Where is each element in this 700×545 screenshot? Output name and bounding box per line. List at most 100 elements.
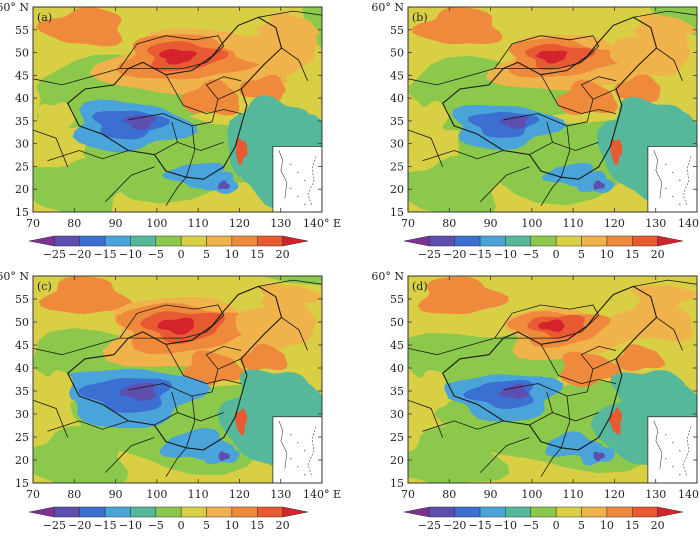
colorbar-segment [155,235,182,247]
colorbar-tick-label: −25 [418,519,441,532]
lon-tick-label: 90 [109,488,123,501]
lon-tick-label: 140° E [303,217,341,230]
province-border [540,74,582,114]
province-border [580,345,617,370]
lat-tick-label: 55 [15,24,29,37]
colorbar-tick-label: −10 [494,248,517,261]
colorbar-tick-label: −25 [418,248,441,261]
colorbar-segment [505,506,532,518]
province-border [540,344,582,384]
colorbar-segment [606,506,633,518]
colorbar-tick-label: 15 [250,519,264,532]
lon-tick-label: 100 [521,488,542,501]
lon-tick-label: 70 [26,488,40,501]
contour-region [409,369,449,408]
contour-region [610,139,623,166]
colorbar-segment [257,506,283,518]
colorbar-tick-label: −10 [119,519,142,532]
colorbar-segment [429,506,455,518]
province-border [165,176,187,207]
colorbar-tick-label: 10 [600,248,614,261]
lat-tick-label: 60° N [0,270,29,283]
colorbar-segment [581,235,608,247]
south-china-sea-inset [272,145,323,213]
contour-region [631,285,697,311]
contour-region [33,425,129,483]
colorbar-segment [632,235,658,247]
contour-region [593,180,605,190]
province-border [540,447,562,478]
colorbar-segment [104,235,131,247]
lat-tick-label: 40 [15,92,29,105]
lon-tick-label: 140° E [303,488,341,501]
province-border [503,113,588,127]
colorbar-tick-label: −15 [93,248,116,261]
lat-tick-label: 60° N [0,1,29,14]
province-border [105,437,155,473]
map-frame [32,275,323,484]
contour-region [538,319,565,332]
province-border [165,344,207,384]
contour-region [37,102,75,142]
province-border [408,399,444,438]
colorbar-tick-label: 20 [276,248,290,261]
lat-tick-label: 35 [15,385,29,398]
province-border [546,121,553,143]
contour-region [408,155,501,212]
colorbar-segment [54,235,80,247]
country-border [493,35,600,69]
contour-region [235,137,248,166]
colorbar-segment [206,235,233,247]
colorbar-segment [530,506,557,518]
lon-tick-label: 80 [442,217,456,230]
lat-tick-label: 50 [390,316,404,329]
contour-region [536,50,568,64]
colorbar-tick-label: 0 [553,248,560,261]
colorbar-segment [454,506,481,518]
colorbar-segment [429,235,455,247]
colorbar-segment [282,506,309,518]
province-border [281,47,308,81]
province-border [503,383,588,397]
boundaries [408,10,697,207]
colorbar-segment [104,506,131,518]
contour-region [410,100,450,141]
colorbar-segment [657,235,684,247]
panel-label: (d) [412,280,428,293]
province-border [154,141,224,155]
colorbar-segment [479,506,506,518]
colorbar-segment [180,506,207,518]
contour-region [614,344,665,372]
lon-tick-label: 110 [188,488,209,501]
colorbar-segment [505,235,532,247]
province-border [560,396,571,448]
province-border [165,447,187,478]
south-china-sea-inset [272,416,323,484]
anomaly-field [33,7,322,212]
lon-tick-label: 90 [484,217,498,230]
colorbar-segment [555,506,582,518]
colorbar-tick-label: −5 [523,519,539,532]
province-border [546,391,553,413]
contour-region [239,369,312,416]
colorbar-segment [79,235,106,247]
lat-tick-label: 55 [15,293,29,306]
lon-tick-label: 100 [521,217,542,230]
colorbar-tick-label: 20 [276,519,290,532]
panel-label: (c) [37,280,52,293]
contour-region [234,408,248,436]
contour-region [180,79,240,116]
province-border [581,379,617,384]
province-border [581,109,617,114]
province-border [206,379,242,384]
colorbar-tick-label: 20 [651,519,665,532]
south-china-sea-inset [647,416,698,484]
contour-region [412,7,504,45]
colorbar-tick-label: 5 [203,519,210,532]
lat-tick-label: 50 [390,47,404,60]
colorbar-segment [155,506,182,518]
panel-label: (a) [37,11,52,24]
lat-tick-label: 30 [390,138,404,151]
contour-region [260,284,322,311]
